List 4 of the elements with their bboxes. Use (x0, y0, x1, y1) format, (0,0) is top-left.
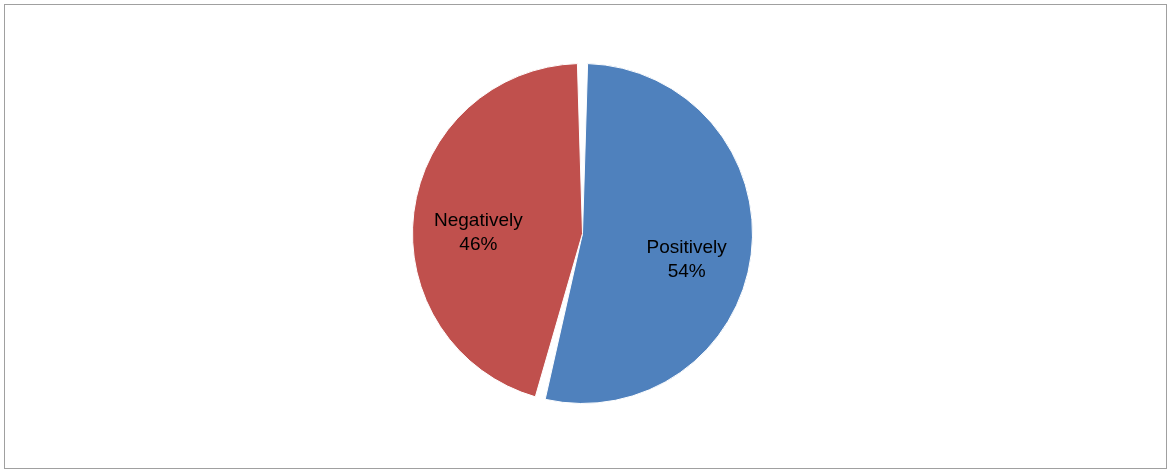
data-label: 54% (667, 259, 706, 281)
slice-label: Positively (646, 235, 728, 257)
data-label: 46% (459, 233, 498, 255)
slice-label: Negatively (433, 209, 524, 231)
